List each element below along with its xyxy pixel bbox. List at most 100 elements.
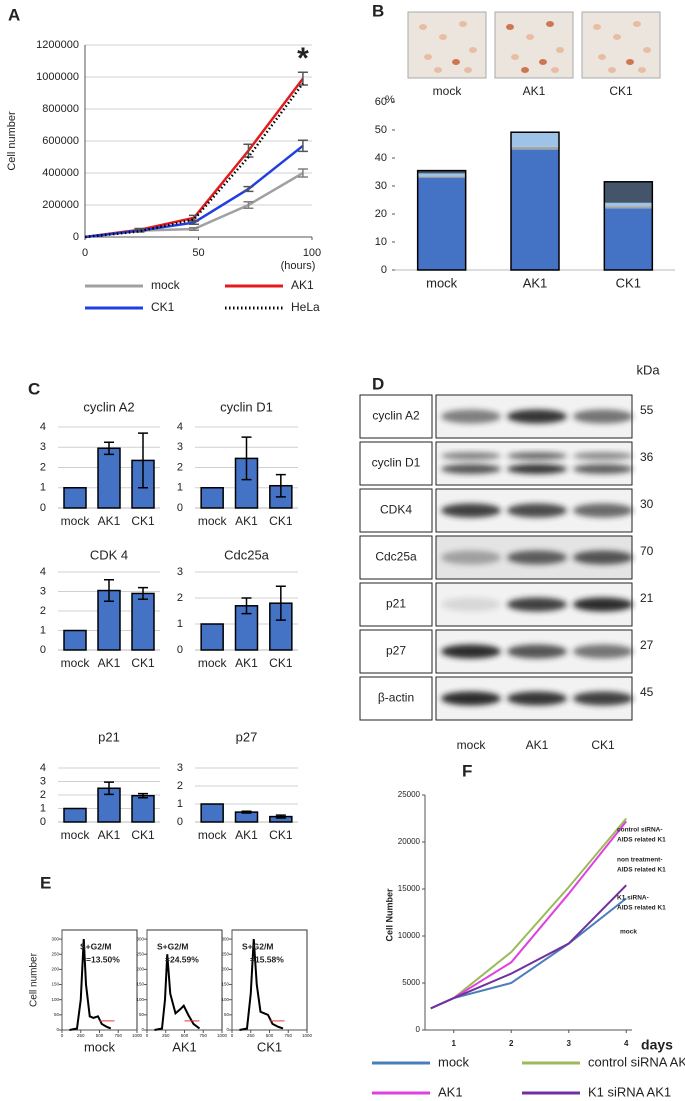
kda-label: 27 — [640, 638, 654, 652]
x-tick-label: AK1 — [235, 828, 258, 842]
band — [507, 452, 567, 460]
x-tick-label: 500 — [96, 1033, 104, 1038]
y-axis-label: Cell number — [6, 111, 18, 171]
cell — [638, 67, 646, 73]
bar — [63, 807, 87, 823]
legend-label: mock — [151, 278, 181, 292]
y-tick-label: 0 — [381, 264, 387, 276]
x-tick-label: mock — [198, 828, 228, 842]
bar-segment — [604, 206, 653, 209]
panel-letter: D — [372, 374, 384, 393]
legend-label: control siRNA AK1 — [588, 1054, 685, 1069]
chart-title: p21 — [98, 729, 120, 744]
band — [507, 597, 567, 612]
error-bar — [243, 201, 254, 209]
series-line — [430, 817, 628, 1010]
error-bar — [104, 781, 114, 796]
error-bar — [138, 586, 148, 601]
error-bar — [297, 139, 308, 153]
error-bar — [188, 220, 199, 225]
error-bar — [138, 792, 148, 799]
bar-segment — [511, 132, 559, 147]
band — [573, 409, 633, 424]
band — [441, 691, 501, 706]
x-tick-label: CK1 — [616, 275, 641, 290]
photo-label: AK1 — [523, 84, 546, 98]
x-tick-label: mock — [61, 514, 91, 528]
x-tick-label: 1000 — [132, 1033, 143, 1038]
y-tick-label: 0 — [177, 644, 183, 656]
series-line — [84, 77, 304, 239]
annotation: S+G2/M — [242, 941, 273, 951]
x-tick-label: mock — [198, 656, 228, 670]
y-tick-label: 300 — [221, 936, 229, 941]
lane-label: mock — [457, 738, 487, 752]
row-label: CDK4 — [380, 503, 412, 517]
band — [441, 503, 501, 518]
cell — [633, 21, 641, 27]
y-tick-label: 10 — [375, 236, 387, 248]
x-tick-label: CK1 — [269, 828, 293, 842]
x-tick-label: CK1 — [131, 828, 155, 842]
y-tick-label: 250 — [221, 951, 229, 956]
cell — [643, 47, 651, 53]
row-label-box — [359, 394, 433, 439]
band — [507, 644, 567, 659]
error-bar — [297, 71, 308, 86]
panel-letter: A — [8, 5, 20, 24]
cell — [556, 47, 564, 53]
y-tick-label: 20 — [375, 208, 387, 220]
y-tick-label: 0 — [73, 231, 79, 243]
y-tick-label: 40 — [375, 152, 387, 164]
y-tick-label: 400000 — [42, 167, 79, 179]
annotation: non treatment- — [617, 857, 663, 864]
cell — [469, 47, 477, 53]
y-tick-label: 300 — [136, 936, 144, 941]
bar-segment — [511, 146, 559, 150]
cell — [551, 67, 559, 73]
y-tick-label: 0 — [177, 816, 183, 828]
cell — [464, 67, 472, 73]
y-tick-label: 3 — [40, 775, 46, 787]
legend-label: CK1 — [151, 300, 175, 314]
y-tick-label: 800000 — [42, 103, 79, 115]
x-tick-label: 1 — [452, 1039, 457, 1048]
cell — [452, 59, 460, 65]
bar-outline — [510, 131, 560, 271]
band — [573, 644, 633, 659]
chart-title: cyclin A2 — [83, 399, 134, 414]
bar — [131, 592, 155, 651]
y-tick-label: 4 — [40, 762, 46, 774]
kda-label: 45 — [640, 685, 654, 699]
y-tick-label: 0 — [177, 502, 183, 514]
y-tick-label: 5000 — [402, 978, 420, 987]
x-tick-label: 3 — [567, 1039, 572, 1048]
row-label: β-actin — [378, 691, 414, 705]
y-tick-label: 3 — [40, 585, 46, 597]
x-tick-label: 4 — [624, 1039, 629, 1048]
x-tick-label: 1000 — [302, 1033, 313, 1038]
row-label-box — [359, 535, 433, 580]
y-tick-label: 25000 — [398, 790, 421, 799]
y-tick-label: 0 — [40, 502, 46, 514]
y-tick-label: 100 — [136, 997, 144, 1002]
x-tick-label: mock — [61, 656, 91, 670]
y-tick-label: 0 — [56, 1027, 59, 1032]
bar-segment — [604, 202, 653, 207]
y-tick-label: 2 — [40, 789, 46, 801]
y-tick-label: 2 — [40, 461, 46, 473]
y-tick-label: 100 — [51, 997, 59, 1002]
y-tick-label: 0 — [40, 644, 46, 656]
x-tick-label: AK1 — [98, 828, 121, 842]
y-tick-label: 4 — [40, 566, 46, 578]
band — [507, 409, 567, 424]
x-unit-label: (hours) — [281, 260, 316, 272]
y-tick-label: 4 — [40, 421, 46, 433]
bar-outline — [416, 169, 467, 271]
y-tick-label: 150 — [221, 982, 229, 987]
cell — [439, 34, 447, 40]
band — [507, 464, 567, 474]
y-tick-label: 2 — [40, 605, 46, 617]
x-tick-label: 2 — [509, 1039, 514, 1048]
y-axis-label: Cell Number — [384, 888, 394, 942]
